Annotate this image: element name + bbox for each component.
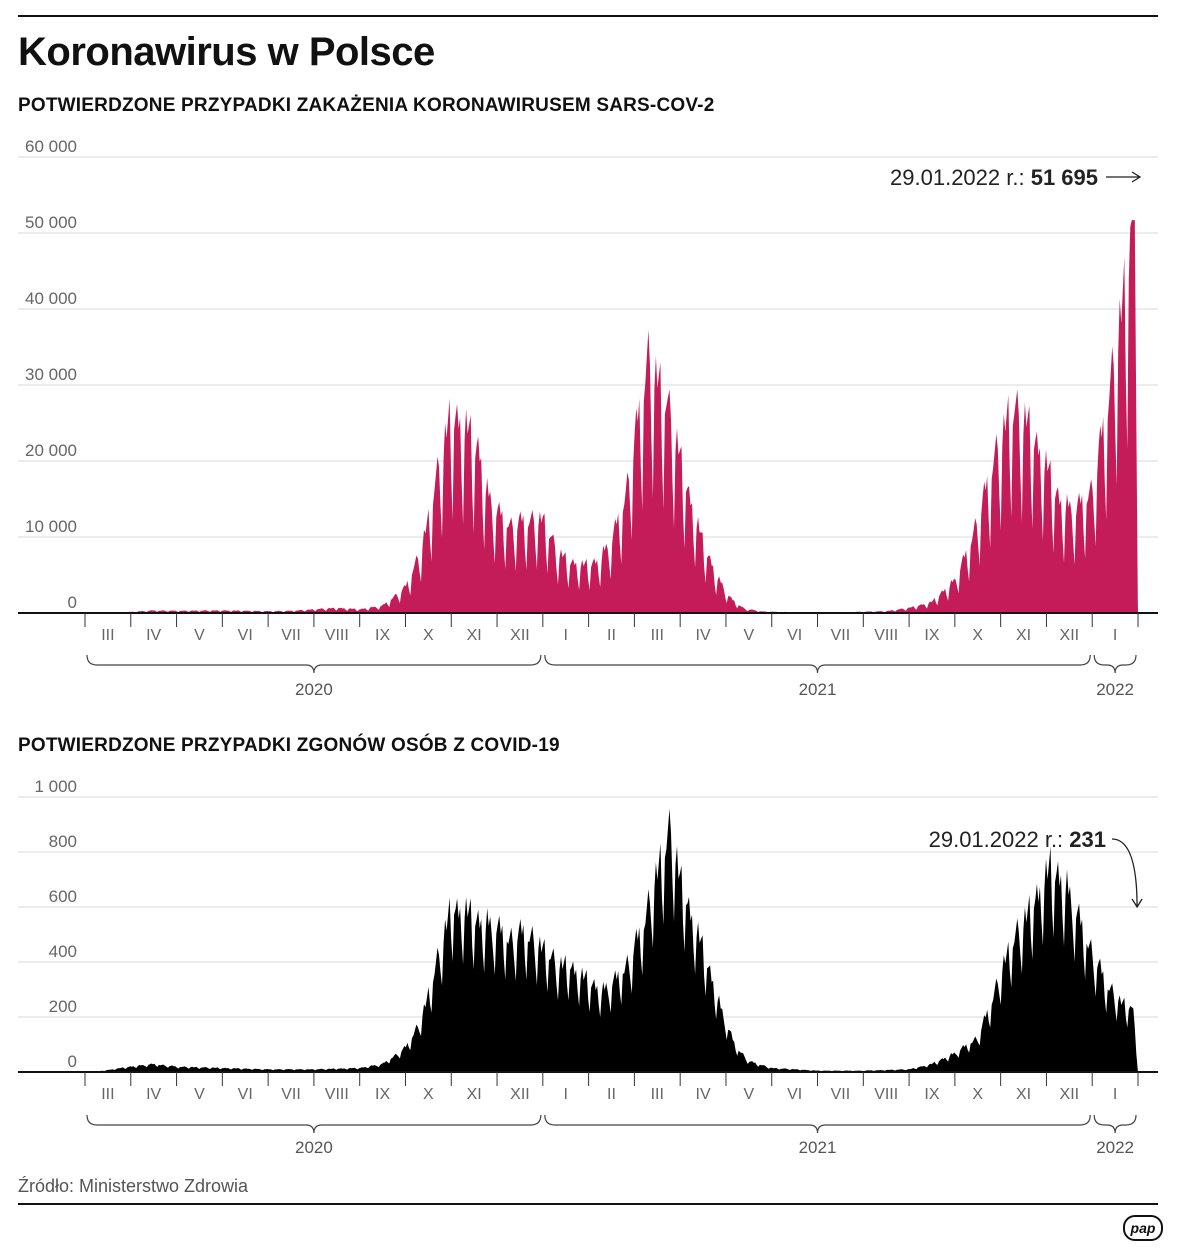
y-tick-label: 600 [49, 887, 77, 906]
y-tick-label: 200 [49, 997, 77, 1016]
y-tick-label: 800 [49, 832, 77, 851]
month-label: XII [1060, 627, 1080, 644]
year-label: 2022 [1096, 680, 1134, 699]
source-note: Źródło: Ministerstwo Zdrowia [18, 1176, 248, 1197]
month-label: VI [787, 1086, 802, 1103]
month-label: VII [831, 1086, 851, 1103]
month-label: V [744, 627, 755, 644]
month-label: I [1113, 1086, 1117, 1103]
month-label: VI [787, 627, 802, 644]
month-label: XI [1016, 627, 1031, 644]
y-tick-label: 40 000 [25, 289, 77, 308]
page-title: Koronawirus w Polsce [18, 30, 435, 75]
month-label: XII [510, 1086, 530, 1103]
month-label: VII [831, 627, 851, 644]
year-brace [1094, 655, 1136, 673]
year-brace [545, 655, 1090, 673]
pap-logo: pap [1123, 1215, 1163, 1241]
month-label: X [972, 1086, 983, 1103]
month-label: IV [146, 627, 161, 644]
annotation-arrow [1112, 839, 1142, 907]
y-tick-label: 0 [68, 1052, 77, 1071]
month-label: VII [281, 1086, 301, 1103]
month-label: VIII [325, 1086, 349, 1103]
month-label: II [607, 627, 616, 644]
bottom-rule [18, 1203, 1158, 1205]
year-brace [87, 655, 541, 673]
month-label: I [1113, 627, 1117, 644]
y-tick-label: 60 000 [25, 137, 77, 156]
month-label: III [651, 1086, 664, 1103]
y-tick-label: 400 [49, 942, 77, 961]
month-label: IX [375, 627, 390, 644]
month-label: III [651, 627, 664, 644]
annotation-arrow [1106, 172, 1140, 182]
y-tick-label: 50 000 [25, 213, 77, 232]
y-tick-label: 0 [68, 593, 77, 612]
month-label: V [194, 1086, 205, 1103]
y-tick-label: 1 000 [34, 777, 77, 796]
month-label: IV [146, 1086, 161, 1103]
year-label: 2020 [295, 1138, 333, 1157]
month-label: V [194, 627, 205, 644]
series-area [94, 220, 1138, 613]
month-label: IV [696, 1086, 711, 1103]
deaths-chart-title: POTWIERDZONE PRZYPADKI ZGONÓW OSÓB Z COV… [18, 735, 560, 757]
month-label: VII [281, 627, 301, 644]
y-tick-label: 20 000 [25, 441, 77, 460]
year-brace [87, 1115, 541, 1133]
month-label: IV [696, 627, 711, 644]
month-label: I [563, 627, 567, 644]
month-label: VIII [874, 1086, 898, 1103]
peak-annotation: 29.01.2022 r.: 51 695 [890, 165, 1098, 190]
year-brace [1094, 1115, 1136, 1133]
month-label: XI [467, 627, 482, 644]
year-brace [545, 1115, 1090, 1133]
year-label: 2022 [1096, 1138, 1134, 1157]
month-label: X [972, 627, 983, 644]
cases-chart-title: POTWIERDZONE PRZYPADKI ZAKAŻENIA KORONAW… [18, 95, 714, 117]
year-label: 2021 [799, 1138, 837, 1157]
month-label: IX [375, 1086, 390, 1103]
month-label: VI [238, 1086, 253, 1103]
peak-annotation: 29.01.2022 r.: 231 [929, 827, 1106, 852]
year-label: 2020 [295, 680, 333, 699]
y-tick-label: 10 000 [25, 517, 77, 536]
month-label: VI [238, 627, 253, 644]
month-label: XI [1016, 1086, 1031, 1103]
month-label: III [101, 627, 114, 644]
month-label: VIII [874, 627, 898, 644]
month-label: V [744, 1086, 755, 1103]
year-label: 2021 [799, 680, 837, 699]
month-label: VIII [325, 627, 349, 644]
month-label: IX [924, 627, 939, 644]
month-label: X [423, 1086, 434, 1103]
month-label: IX [924, 1086, 939, 1103]
month-label: XII [1060, 1086, 1080, 1103]
month-label: II [607, 1086, 616, 1103]
top-rule [18, 15, 1158, 17]
y-tick-label: 30 000 [25, 365, 77, 384]
month-label: III [101, 1086, 114, 1103]
month-label: I [563, 1086, 567, 1103]
month-label: XII [510, 627, 530, 644]
month-label: XI [467, 1086, 482, 1103]
month-label: X [423, 627, 434, 644]
